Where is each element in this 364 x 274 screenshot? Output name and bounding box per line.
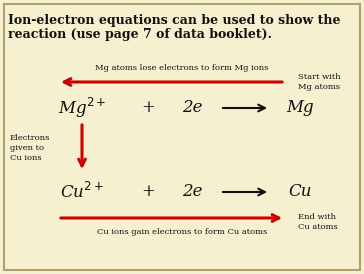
Text: Cu ions gain electrons to form Cu atoms: Cu ions gain electrons to form Cu atoms [97, 228, 267, 236]
Text: Cu$^{2+}$: Cu$^{2+}$ [60, 182, 104, 202]
Text: Ion-electron equations can be used to show the: Ion-electron equations can be used to sh… [8, 14, 340, 27]
Text: Mg atoms lose electrons to form Mg ions: Mg atoms lose electrons to form Mg ions [95, 64, 269, 72]
Text: +: + [141, 184, 155, 201]
Text: reaction (use page 7 of data booklet).: reaction (use page 7 of data booklet). [8, 28, 272, 41]
Text: Mg$^{2+}$: Mg$^{2+}$ [58, 96, 106, 120]
Text: Mg: Mg [286, 99, 314, 116]
Text: Electrons
given to
Cu ions: Electrons given to Cu ions [10, 134, 50, 162]
Text: 2e: 2e [182, 99, 202, 116]
Text: 2e: 2e [182, 184, 202, 201]
Text: End with
Cu atoms: End with Cu atoms [298, 213, 338, 231]
Text: Cu: Cu [288, 184, 312, 201]
Text: Start with
Mg atoms: Start with Mg atoms [298, 73, 341, 91]
Text: +: + [141, 99, 155, 116]
